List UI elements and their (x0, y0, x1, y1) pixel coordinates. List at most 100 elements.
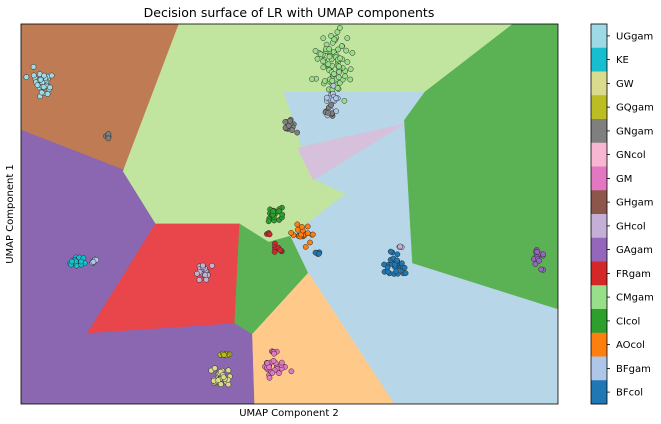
decision-regions (21, 24, 558, 404)
point-uggam (48, 72, 55, 79)
colorbar-label-bfcol: BFcol (616, 388, 643, 399)
point-cmgam (336, 69, 343, 75)
point-cmgam (338, 43, 345, 49)
point-cmgam (337, 25, 343, 31)
colorbar-swatch-cmgam (591, 285, 607, 310)
plot-frame (20, 23, 559, 405)
point-cmgam (334, 85, 341, 91)
point-gw (215, 377, 222, 384)
colorbar-swatch-uggam (591, 24, 607, 49)
colorbar-label-bfgam: BFgam (616, 364, 651, 375)
point-cmgam (347, 76, 354, 83)
colorbar-swatch-bfcol (591, 380, 607, 405)
point-cmgam (322, 78, 328, 84)
point-ghcol (203, 276, 210, 283)
point-uggam (34, 82, 41, 88)
point-gngam (285, 122, 292, 129)
point-gw (211, 365, 218, 372)
point-cmgam (344, 35, 351, 41)
point-aocol (304, 223, 311, 230)
point-gngam (287, 118, 293, 124)
point-bfgam (90, 258, 97, 265)
point-gqgam (221, 351, 227, 358)
point-cmgam (317, 51, 324, 58)
point-ghcol (209, 262, 215, 269)
colorbar-label-gm: GM (616, 174, 632, 185)
colorbar-label-frgam: FRgam (616, 269, 651, 280)
point-aocol (309, 231, 316, 238)
colorbar-label-gw: GW (616, 79, 634, 90)
point-ghcol (194, 270, 200, 277)
point-uggam (47, 84, 53, 91)
point-cmgam (325, 61, 332, 68)
point-bfcol (394, 251, 401, 258)
point-cmgam (335, 46, 341, 53)
point-cmgam (343, 47, 350, 54)
region-ghcol-6 (297, 123, 405, 181)
colorbar-swatch-gagam (591, 237, 607, 262)
point-uggam (30, 72, 37, 79)
point-gngam (105, 135, 112, 142)
colorbar-label-gagam: GAgam (616, 245, 653, 256)
point-cmgam (314, 55, 321, 62)
point-cmgam (326, 53, 333, 60)
colorbar-label-ke: KE (616, 55, 629, 66)
point-cmgam (349, 50, 356, 56)
point-gagam (538, 266, 544, 273)
point-aocol (299, 224, 305, 230)
point-bfcol (381, 261, 387, 268)
point-ke (68, 258, 75, 265)
point-cmgam (335, 74, 342, 81)
point-ghcol (199, 262, 206, 269)
colorbar-label-ghgam: GHgam (616, 198, 654, 209)
point-gw (220, 374, 227, 381)
point-gagam (536, 257, 542, 264)
colorbar-label-aocol: AOcol (616, 340, 645, 351)
point-cmgam (320, 58, 326, 65)
point-ghcol (196, 277, 203, 283)
point-gw (218, 381, 224, 388)
colorbar-swatch-aocol (591, 332, 607, 357)
colorbar-label-cmgam: CMgam (616, 293, 654, 304)
point-aocol (304, 230, 311, 237)
point-uggam (40, 84, 47, 90)
point-aocol (288, 229, 294, 236)
point-gm (278, 359, 285, 366)
point-gngam (328, 102, 334, 108)
colorbar-frame (590, 23, 608, 405)
point-ghcol (397, 243, 404, 250)
point-bfcol (402, 270, 409, 277)
colorbar-label-gncol: GNcol (616, 150, 646, 161)
colorbar-swatch-gm (591, 166, 607, 191)
colorbar-swatch-gncol (591, 142, 607, 167)
point-cmgam (320, 35, 327, 42)
point-gm (276, 370, 282, 377)
point-cicol (265, 218, 272, 225)
scatter-points (23, 25, 547, 388)
point-uggam (44, 91, 51, 97)
point-cmgam (331, 71, 337, 77)
point-uggam (23, 74, 30, 80)
point-ke (78, 258, 85, 265)
point-aocol (307, 239, 313, 246)
colorbar-swatch-cicol (591, 309, 607, 334)
point-aocol (294, 226, 301, 233)
point-uggam (37, 76, 44, 83)
colorbar-swatch-gqgam (591, 95, 607, 120)
point-uggam (30, 63, 37, 70)
point-cmgam (320, 64, 327, 71)
point-cmgam (331, 36, 338, 43)
colorbar-label-gngam: GNgam (616, 126, 653, 137)
point-bfcol (393, 268, 400, 275)
point-bfcol (394, 257, 400, 264)
colorbar-label-ghcol: GHcol (616, 221, 646, 232)
colorbar-swatch-frgam (591, 261, 607, 286)
point-cicol (270, 208, 276, 215)
point-bfcol (401, 264, 408, 271)
point-bfcol (387, 248, 394, 255)
colorbar-swatch-gw (591, 71, 607, 96)
point-cmgam (329, 77, 336, 84)
colorbar-swatch-ghgam (591, 190, 607, 215)
point-gagam (540, 251, 547, 258)
colorbar-label-cicol: CIcol (616, 316, 640, 327)
